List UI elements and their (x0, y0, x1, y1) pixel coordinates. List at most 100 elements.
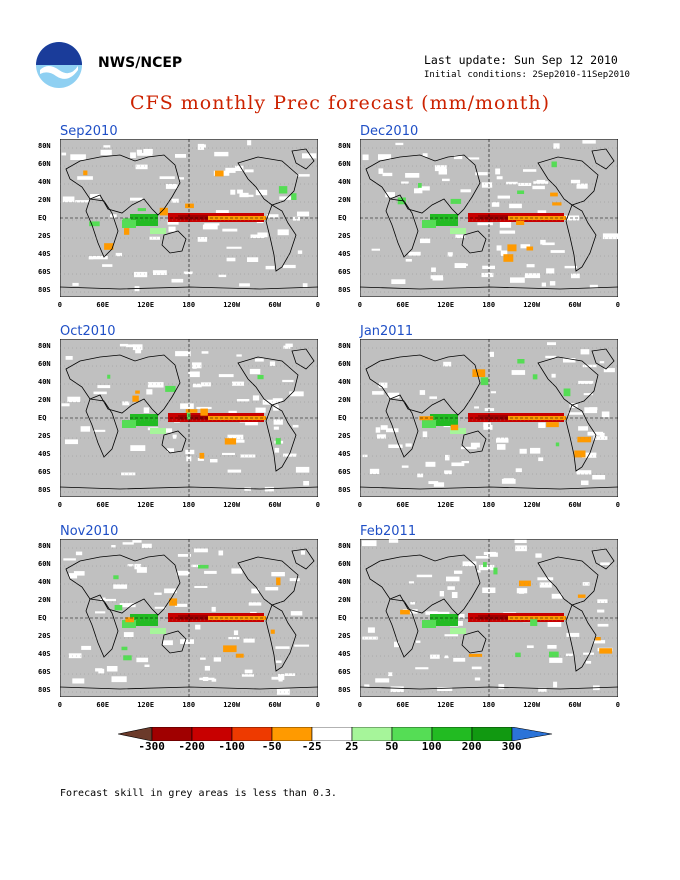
lon-tick-label: 60E (396, 301, 410, 309)
lat-tick-label: EQ (38, 614, 47, 622)
lon-tick-label: 120W (523, 701, 541, 709)
lat-tick-label: 80N (38, 142, 51, 150)
colorbar-label: 300 (501, 740, 522, 753)
lat-tick-label: 60S (38, 268, 51, 276)
colorbar-label: -100 (218, 740, 245, 753)
lat-tick-label: 40N (38, 378, 51, 386)
lat-tick-label: 80S (38, 686, 51, 694)
colorbar-label: -25 (301, 740, 322, 753)
last-update: Last update: Sun Sep 12 2010 (424, 53, 618, 67)
lat-tick-label: 40S (38, 450, 51, 458)
forecast-map-oct2010 (60, 339, 318, 497)
lon-tick-label: 120E (137, 301, 155, 309)
lon-tick-label: 120W (523, 501, 541, 509)
lon-tick-label: 0 (357, 501, 363, 509)
lat-tick-label: 60N (38, 360, 51, 368)
lon-tick-label: 60W (568, 501, 582, 509)
lon-tick-label: 0 (357, 301, 363, 309)
lon-tick-label: 120W (223, 301, 241, 309)
lon-tick-label: 120W (223, 701, 241, 709)
lat-tick-label: 80N (38, 542, 51, 550)
lon-tick-label: 180 (482, 701, 496, 709)
lat-tick-label: 40S (338, 250, 351, 258)
lat-tick-label: 60N (338, 160, 351, 168)
panel-title-3: Oct2010 (60, 324, 116, 339)
colorbar-label: -300 (138, 740, 165, 753)
lon-tick-label: 120E (437, 701, 455, 709)
lon-tick-label: 60W (568, 701, 582, 709)
lat-tick-label: 20S (338, 232, 351, 240)
panel-title-1: Sep2010 (60, 124, 118, 139)
colorbar-label: 50 (385, 740, 399, 753)
lat-tick-label: EQ (38, 414, 47, 422)
panel-title-6: Feb2011 (360, 524, 417, 539)
lon-tick-label: 60W (268, 301, 282, 309)
forecast-map-feb2011 (360, 539, 618, 697)
forecast-map-nov2010 (60, 539, 318, 697)
panel-title-5: Nov2010 (60, 524, 119, 539)
lat-tick-label: 60S (38, 668, 51, 676)
lat-tick-label: 40S (38, 250, 51, 258)
lon-tick-label: 60W (568, 301, 582, 309)
lat-tick-label: 40N (338, 378, 351, 386)
lat-tick-label: 40N (38, 578, 51, 586)
lat-tick-label: 60N (338, 360, 351, 368)
lat-tick-label: 20S (338, 432, 351, 440)
lat-tick-label: 20N (338, 196, 351, 204)
lon-tick-label: 180 (182, 501, 196, 509)
lat-tick-label: 20S (38, 232, 51, 240)
lat-tick-label: EQ (338, 414, 347, 422)
lat-tick-label: 60S (338, 268, 351, 276)
lon-tick-label: 180 (182, 301, 196, 309)
lat-tick-label: 20S (338, 632, 351, 640)
colorbar-label: -200 (178, 740, 205, 753)
lat-tick-label: EQ (38, 214, 47, 222)
lat-tick-label: EQ (338, 614, 347, 622)
noaa-logo (34, 40, 84, 90)
lon-tick-label: 0 (315, 701, 321, 709)
lon-tick-label: 0 (57, 701, 63, 709)
page-title: CFS monthly Prec forecast (mm/month) (130, 92, 550, 114)
lat-tick-label: 80N (338, 342, 351, 350)
lon-tick-label: 120E (437, 501, 455, 509)
lon-tick-label: 60W (268, 501, 282, 509)
lat-tick-label: 40N (38, 178, 51, 186)
lat-tick-label: 80S (38, 286, 51, 294)
panel-title-2: Dec2010 (360, 124, 419, 139)
lon-tick-label: 0 (315, 301, 321, 309)
lon-tick-label: 120E (437, 301, 455, 309)
lat-tick-label: 60N (338, 560, 351, 568)
lon-tick-label: 0 (615, 301, 621, 309)
panel-title-4: Jan2011 (360, 324, 414, 339)
forecast-map-sep2010 (60, 139, 318, 297)
lon-tick-label: 60W (268, 701, 282, 709)
lat-tick-label: 80N (338, 142, 351, 150)
colorbar-label: -50 (261, 740, 282, 753)
footnote: Forecast skill in grey areas is less tha… (60, 788, 337, 799)
lon-tick-label: 60E (96, 301, 110, 309)
lon-tick-label: 120E (137, 701, 155, 709)
lat-tick-label: 40N (338, 578, 351, 586)
lon-tick-label: 0 (57, 501, 63, 509)
lat-tick-label: 80N (38, 342, 51, 350)
lon-tick-label: 120W (223, 501, 241, 509)
lat-tick-label: 20N (338, 396, 351, 404)
lat-tick-label: 80N (338, 542, 351, 550)
lon-tick-label: 180 (182, 701, 196, 709)
lat-tick-label: 80S (38, 486, 51, 494)
lat-tick-label: 20N (38, 596, 51, 604)
lon-tick-label: 0 (615, 501, 621, 509)
lon-tick-label: 0 (315, 501, 321, 509)
colorbar (117, 726, 563, 745)
lon-tick-label: 180 (482, 301, 496, 309)
lon-tick-label: 0 (57, 301, 63, 309)
lon-tick-label: 0 (615, 701, 621, 709)
lat-tick-label: 20S (38, 632, 51, 640)
lon-tick-label: 0 (357, 701, 363, 709)
lat-tick-label: 20N (38, 396, 51, 404)
lat-tick-label: 60S (38, 468, 51, 476)
lon-tick-label: 60E (96, 701, 110, 709)
lat-tick-label: 60S (338, 668, 351, 676)
lat-tick-label: EQ (338, 214, 347, 222)
colorbar-label: 200 (461, 740, 482, 753)
